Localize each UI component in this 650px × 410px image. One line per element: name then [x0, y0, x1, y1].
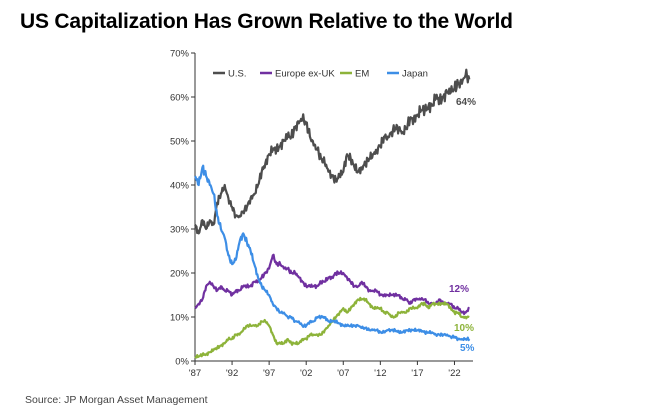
- y-tick-label: 50%: [170, 137, 190, 148]
- source-note: Source: JP Morgan Asset Management: [25, 394, 208, 406]
- series-line-europe-ex-uk: [194, 253, 470, 316]
- end-value-label: 12%: [449, 284, 469, 295]
- y-tick-label: 0%: [175, 357, 189, 368]
- series-line-u-s-: [194, 68, 471, 235]
- chart-title: US Capitalization Has Grown Relative to …: [20, 10, 513, 33]
- y-tick-label: 30%: [170, 225, 190, 236]
- x-tick-label: '07: [337, 368, 349, 379]
- y-tick-label: 20%: [170, 269, 190, 280]
- x-tick-label: '12: [374, 368, 386, 379]
- x-tick-label: '87: [189, 368, 201, 379]
- series-line-em: [194, 296, 470, 359]
- x-tick-label: '22: [448, 368, 460, 379]
- axes: 0% 10% 20% 30% 40% 50% 60% 70% '87 '92 '97 '02 '07 '1…: [170, 49, 473, 379]
- legend: U.S. Europe ex-UK EM Japan: [213, 69, 428, 80]
- y-tick-label: 70%: [170, 49, 190, 60]
- end-value-label: 10%: [454, 323, 474, 334]
- legend-label: Europe ex-UK: [275, 69, 335, 80]
- x-tick-label: '92: [226, 368, 238, 379]
- series-line-japan: [194, 164, 471, 342]
- x-tick-label: '17: [411, 368, 423, 379]
- y-tick-label: 60%: [170, 93, 190, 104]
- legend-label: Japan: [402, 69, 428, 80]
- end-value-label: 64%: [456, 97, 476, 108]
- end-labels: 64% 12% 10% 5%: [449, 97, 476, 354]
- x-tick-label: '97: [263, 368, 275, 379]
- legend-label: EM: [355, 69, 369, 80]
- series-lines: [194, 68, 471, 359]
- x-tick-label: '02: [300, 368, 312, 379]
- legend-label: U.S.: [228, 69, 246, 80]
- end-value-label: 5%: [460, 343, 475, 354]
- y-tick-label: 40%: [170, 181, 190, 192]
- y-tick-label: 10%: [170, 313, 190, 324]
